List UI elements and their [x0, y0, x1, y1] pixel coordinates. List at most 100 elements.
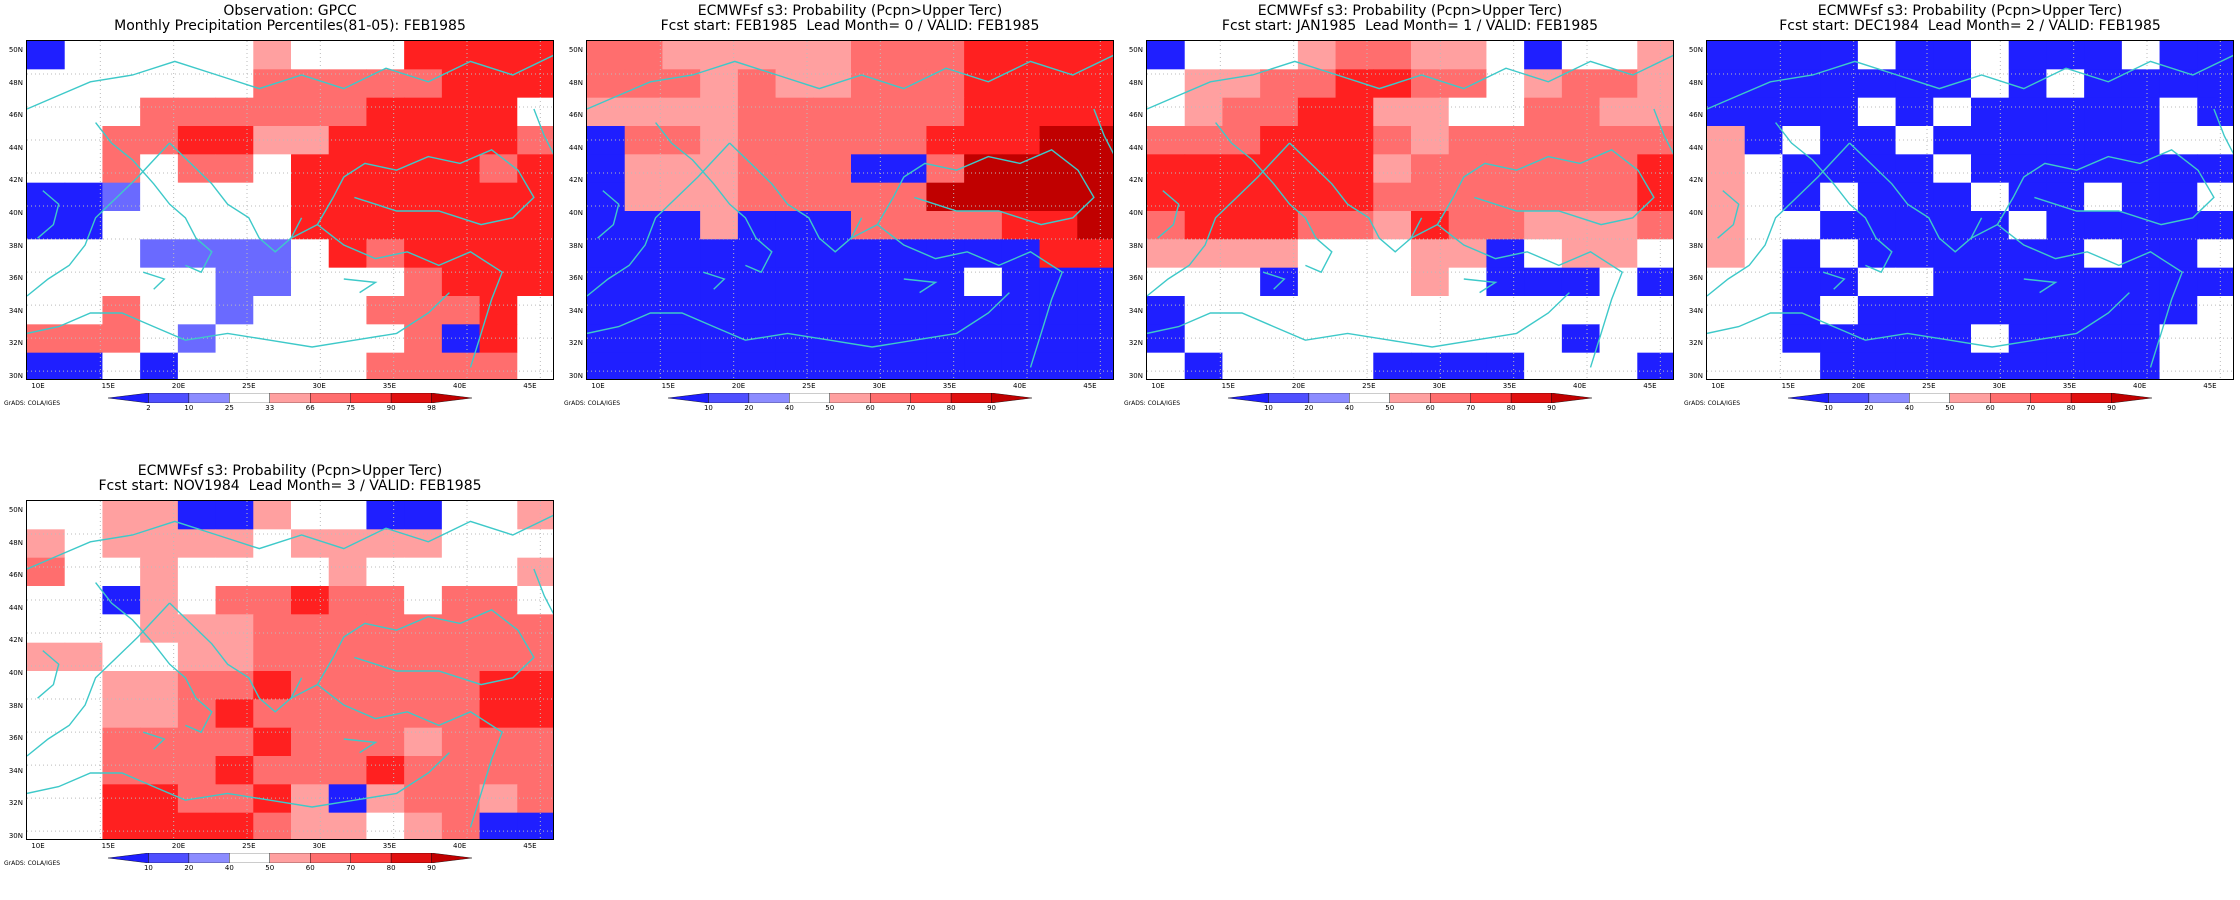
grid-cell — [27, 239, 66, 269]
colorbar-segment — [1990, 393, 2031, 403]
grid-cell — [479, 812, 518, 839]
grid-cell — [102, 239, 141, 269]
panel-title-line2: Fcst start: JAN1985 Lead Month= 1 / VALI… — [1221, 18, 1599, 34]
grid-cell — [366, 69, 405, 99]
longitude-label: 25E — [1922, 382, 1936, 390]
colorbar-segment — [708, 393, 750, 403]
longitude-label: 20E — [731, 382, 746, 390]
longitude-label: 35E — [2062, 382, 2077, 390]
longitude-label: 10E — [31, 382, 45, 390]
latitude-label: 48N — [8, 538, 23, 547]
coastline — [1717, 190, 1740, 239]
grid-cell — [366, 812, 405, 839]
grid-cell — [1335, 296, 1374, 325]
longitude-label: 15E — [661, 382, 675, 390]
grid-cell — [1077, 324, 1113, 354]
grid-cell — [140, 352, 179, 379]
latitude-label: 42N — [568, 176, 583, 185]
grid-cell — [1297, 41, 1337, 70]
coastline — [169, 602, 303, 713]
grid-cell — [1895, 154, 1934, 184]
grid-cell — [328, 352, 367, 379]
grid-cell — [404, 784, 443, 814]
grid-cell — [1971, 324, 2010, 354]
grid-cell — [587, 296, 626, 325]
grid-cell — [2159, 126, 2198, 155]
grid-cell — [215, 756, 254, 785]
grid-cell — [1147, 211, 1186, 240]
grid-cell — [1933, 182, 1972, 212]
grid-cell — [1820, 97, 1859, 127]
grid-cell — [404, 756, 443, 785]
coastline — [290, 148, 535, 239]
grid-cell — [624, 97, 663, 127]
colorbar-segment — [431, 393, 472, 403]
colorbar-segment — [748, 393, 790, 403]
grid-cell — [517, 812, 553, 839]
grid-cell — [177, 239, 217, 269]
grid-cell — [1524, 182, 1563, 212]
grid-cell — [366, 352, 405, 379]
longitude-label: 25E — [802, 382, 816, 390]
grid-cell — [1857, 211, 1897, 240]
grid-cell — [1599, 69, 1638, 99]
latitude-label: 48N — [1688, 78, 1703, 87]
grid-cell — [1001, 154, 1041, 184]
grid-cell — [1222, 324, 1261, 354]
grid-cell — [479, 671, 518, 700]
grid-cell — [1077, 211, 1113, 240]
grid-cell — [1599, 211, 1638, 240]
grid-cell — [926, 69, 965, 99]
grid-cell — [624, 324, 663, 354]
latitude-label: 44N — [1688, 143, 1703, 152]
grid-cell — [888, 239, 927, 269]
latitude-label: 44N — [8, 603, 23, 612]
grid-cell — [737, 267, 777, 297]
grid-cell — [1222, 41, 1261, 70]
grid-cell — [2008, 296, 2047, 325]
latitude-label: 50N — [1128, 46, 1143, 54]
grid-cell — [1077, 296, 1113, 325]
grid-cell — [851, 296, 890, 325]
grads-credit: GrADS: COLA/IGES — [1124, 400, 1181, 407]
grid-cell — [1933, 239, 1972, 269]
grid-cell — [813, 296, 852, 325]
grid-cell — [177, 557, 217, 587]
grid-cell — [1039, 97, 1078, 127]
longitude-label: 20E — [171, 382, 186, 390]
latitude-label: 46N — [1688, 111, 1703, 120]
colorbar-segment — [390, 853, 432, 863]
grid-cell — [1373, 41, 1412, 70]
grid-cell — [587, 211, 626, 240]
grid-cell — [1297, 126, 1337, 155]
grid-cell — [775, 211, 814, 240]
grid-cell — [291, 352, 330, 379]
grid-cell — [366, 642, 405, 672]
colorbar-segment — [829, 393, 871, 403]
coastline — [27, 514, 553, 570]
grid-cell — [1895, 239, 1934, 269]
colorbar-segment — [991, 393, 1032, 403]
latitude-label: 36N — [1688, 274, 1703, 283]
longitude-label: 25E — [242, 842, 256, 850]
longitude-label: 20E — [1851, 382, 1866, 390]
grid-cell — [291, 267, 330, 297]
latitude-label: 46N — [568, 111, 583, 120]
grid-cell — [888, 154, 927, 184]
grid-cell — [1820, 211, 1859, 240]
grid-cell — [215, 529, 254, 559]
grid-cell — [441, 671, 481, 700]
grid-cell — [366, 97, 405, 127]
colorbar-segment — [1470, 393, 1512, 403]
coastline — [587, 142, 731, 297]
grid-cell — [1971, 239, 2010, 269]
grid-cell — [517, 41, 553, 70]
latitude-label: 34N — [8, 766, 23, 775]
grid-cell — [1561, 97, 1601, 127]
grid-cell — [1486, 126, 1525, 155]
grid-cell — [140, 812, 179, 839]
grid-cell — [404, 41, 443, 70]
grid-cell — [215, 501, 254, 530]
grid-cell — [1001, 97, 1041, 127]
grid-cell — [27, 501, 66, 530]
